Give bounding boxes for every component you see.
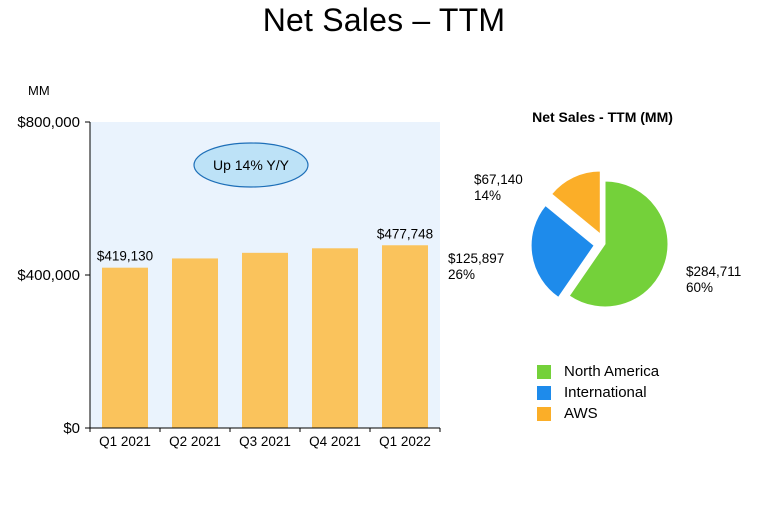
bar-data-label: $477,748 — [377, 226, 433, 241]
bar-q2-2021 — [172, 258, 218, 428]
slide-title: Net Sales – TTM — [262, 2, 506, 38]
bar-q1-2022 — [382, 245, 428, 428]
pie-legend: North America International AWS — [537, 361, 659, 424]
pie-value-label-north-america: $284,711 — [686, 264, 742, 279]
bar-q3-2021 — [242, 252, 288, 428]
pie-value-label-aws: $67,140 — [474, 172, 523, 187]
legend-label-north-america: North America — [564, 363, 660, 380]
pie-chart-title: Net Sales - TTM (MM) — [532, 109, 673, 125]
legend-label-aws: AWS — [564, 405, 598, 422]
x-tick-label: Q2 2021 — [169, 434, 221, 449]
x-tick-label: Q1 2022 — [379, 434, 431, 449]
bar-q4-2021 — [312, 248, 358, 428]
pie-percent-label-north-america: 60% — [686, 280, 714, 295]
pie-label-north-america: $284,711 60% — [686, 264, 741, 296]
pie-value-label-international: $125,897 — [448, 251, 505, 266]
y-tick-label: $0 — [63, 420, 80, 437]
pie-percent-label-aws: 14% — [474, 188, 502, 203]
legend-swatch-north-america — [537, 364, 551, 379]
callout-text: Up 14% Y/Y — [213, 157, 290, 173]
pie-label-aws: $67,140 14% — [474, 172, 523, 204]
callout-ellipse — [193, 142, 309, 188]
unit-label: MM — [28, 83, 50, 98]
y-tick-label: $400,000 — [17, 267, 80, 284]
x-tick-label: Q3 2021 — [239, 434, 291, 449]
pie-percent-label-international: 26% — [448, 267, 476, 282]
legend-label-international: International — [564, 384, 647, 401]
legend-swatch-aws — [537, 406, 551, 421]
legend-swatch-international — [537, 385, 551, 400]
legend-item-aws: AWS — [537, 403, 659, 424]
bar-data-label: $419,130 — [97, 249, 153, 264]
x-tick-label: Q4 2021 — [309, 434, 361, 449]
legend-item-north-america: North America — [537, 361, 659, 382]
legend-item-international: International — [537, 382, 659, 403]
x-tick-label: Q1 2021 — [99, 434, 151, 449]
pie-label-international: $125,897 26% — [448, 251, 504, 283]
y-tick-label: $800,000 — [17, 114, 80, 131]
bar-q1-2021 — [102, 267, 148, 428]
